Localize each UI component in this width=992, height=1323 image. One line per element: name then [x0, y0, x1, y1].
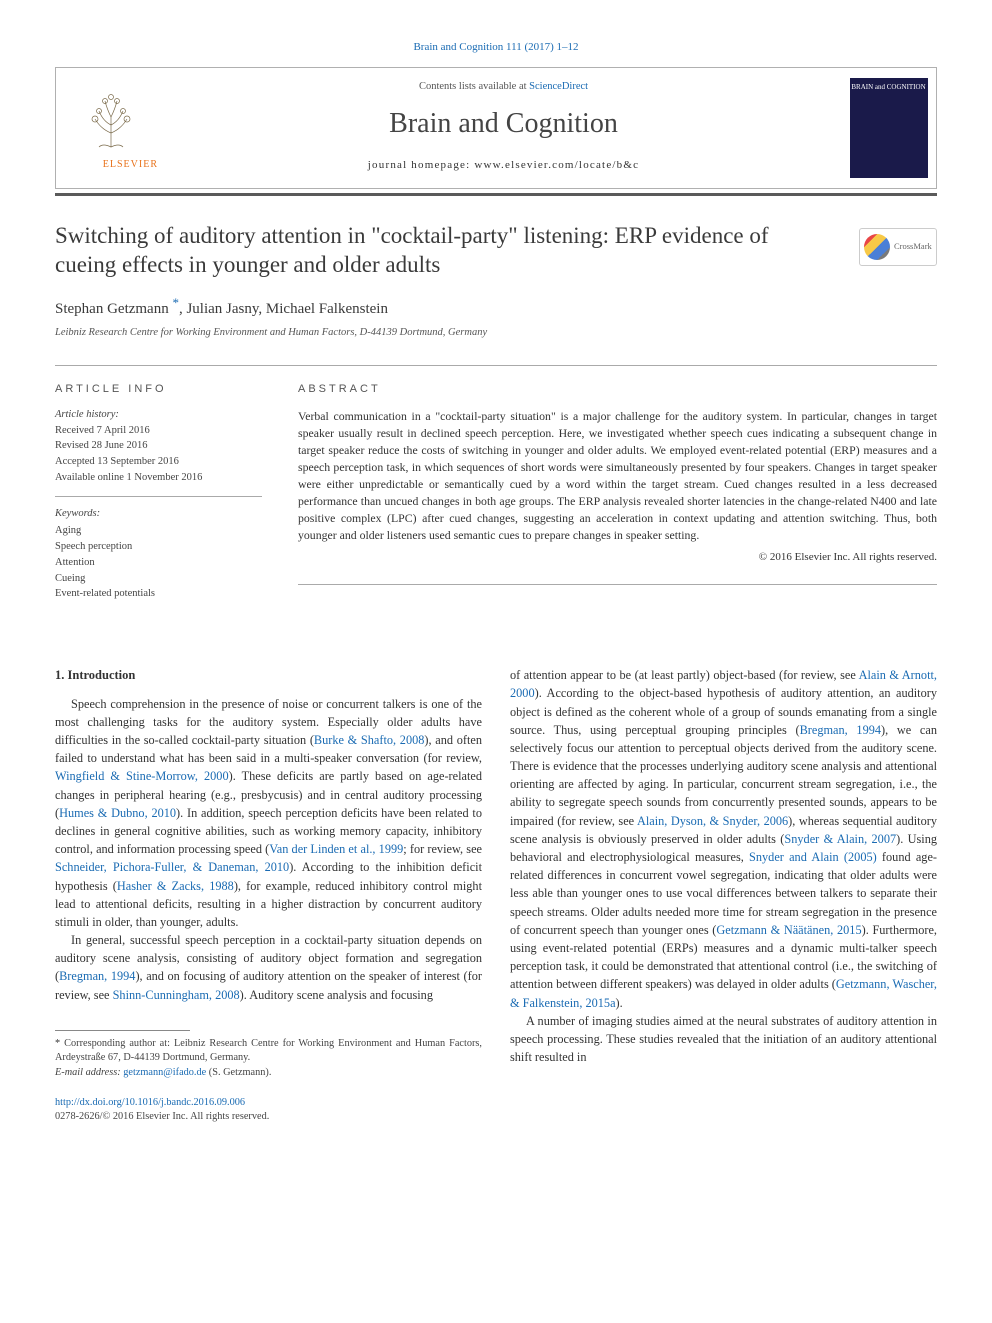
abstract-text: Verbal communication in a "cocktail-part… — [298, 408, 937, 545]
keyword: Aging — [55, 523, 262, 539]
keyword: Speech perception — [55, 539, 262, 555]
email-link[interactable]: getzmann@ifado.de — [123, 1067, 206, 1078]
journal-homepage: journal homepage: www.elsevier.com/locat… — [166, 158, 841, 173]
history-online: Available online 1 November 2016 — [55, 470, 262, 486]
crossmark-badge[interactable]: CrossMark — [859, 228, 937, 266]
corresponding-author-footnote: * Corresponding author at: Leibniz Resea… — [55, 1037, 482, 1080]
journal-cover-thumbnail: BRAIN and COGNITION — [850, 78, 928, 178]
history-received: Received 7 April 2016 — [55, 423, 262, 439]
issn-line: 0278-2626/© 2016 Elsevier Inc. All right… — [55, 1110, 937, 1124]
paragraph: Speech comprehension in the presence of … — [55, 695, 482, 931]
abstract-divider — [298, 584, 937, 585]
abstract-heading: ABSTRACT — [298, 382, 937, 398]
doi-link[interactable]: http://dx.doi.org/10.1016/j.bandc.2016.0… — [55, 1097, 245, 1108]
elsevier-tree-icon — [76, 84, 146, 154]
footnote-rule — [55, 1030, 190, 1031]
history-accepted: Accepted 13 September 2016 — [55, 454, 262, 470]
contents-line: Contents lists available at ScienceDirec… — [166, 80, 841, 95]
sciencedirect-link[interactable]: ScienceDirect — [529, 81, 588, 92]
keyword: Cueing — [55, 571, 262, 587]
history-label: Article history: — [55, 407, 262, 423]
publisher-name: ELSEVIER — [103, 158, 158, 172]
abstract-column: ABSTRACT Verbal communication in a "cock… — [280, 366, 937, 639]
article-info-heading: ARTICLE INFO — [55, 382, 262, 397]
top-citation-link[interactable]: Brain and Cognition 111 (2017) 1–12 — [413, 41, 578, 53]
affiliation: Leibniz Research Centre for Working Envi… — [55, 326, 937, 341]
header-rule — [55, 193, 937, 196]
paragraph: A number of imaging studies aimed at the… — [510, 1012, 937, 1067]
crossmark-icon — [864, 234, 890, 260]
page-footer: http://dx.doi.org/10.1016/j.bandc.2016.0… — [55, 1096, 937, 1125]
paragraph: of attention appear to be (at least part… — [510, 666, 937, 1012]
article-info-column: ARTICLE INFO Article history: Received 7… — [55, 366, 280, 639]
section-heading: 1. Introduction — [55, 666, 482, 685]
publisher-logo-block: ELSEVIER — [56, 68, 166, 188]
keyword: Event-related potentials — [55, 586, 262, 602]
article-title: Switching of auditory attention in "cock… — [55, 222, 835, 280]
homepage-link[interactable]: www.elsevier.com/locate/b&c — [474, 159, 639, 171]
paragraph: In general, successful speech perception… — [55, 931, 482, 1004]
journal-title: Brain and Cognition — [166, 104, 841, 143]
history-revised: Revised 28 June 2016 — [55, 438, 262, 454]
abstract-copyright: © 2016 Elsevier Inc. All rights reserved… — [298, 550, 937, 566]
keyword: Attention — [55, 555, 262, 571]
journal-header: ELSEVIER Contents lists available at Sci… — [55, 67, 937, 189]
body-text: 1. Introduction Speech comprehension in … — [55, 666, 937, 1080]
authors: Stephan Getzmann *, Julian Jasny, Michae… — [55, 294, 937, 320]
top-citation: Brain and Cognition 111 (2017) 1–12 — [55, 40, 937, 55]
keywords-label: Keywords: — [55, 507, 262, 522]
